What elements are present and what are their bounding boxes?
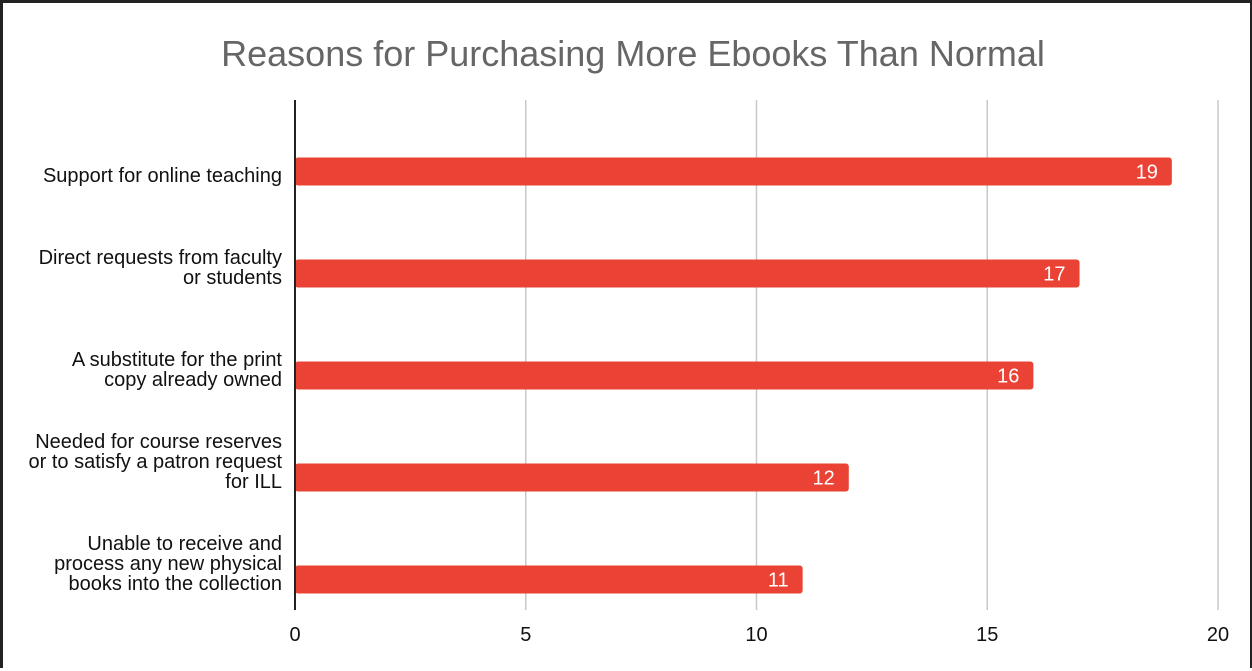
data-label: 19 bbox=[1136, 162, 1158, 184]
data-label: 16 bbox=[997, 366, 1019, 388]
data-label: 17 bbox=[1043, 264, 1065, 286]
x-tick-label: 20 bbox=[1207, 624, 1229, 646]
category-label: Support for online teaching bbox=[42, 164, 282, 187]
bar bbox=[295, 157, 1172, 186]
bar bbox=[295, 259, 1080, 288]
bar bbox=[295, 361, 1034, 390]
x-tick-label: 0 bbox=[289, 624, 300, 646]
category-label: Direct requests from faculty or students bbox=[38, 246, 282, 289]
x-tick-label: 15 bbox=[976, 624, 998, 646]
bar bbox=[295, 463, 849, 492]
x-tick-label: 5 bbox=[520, 624, 531, 646]
data-label: 11 bbox=[768, 570, 789, 592]
x-tick-label: 10 bbox=[745, 624, 767, 646]
category-label: A substitute for the print copy already … bbox=[71, 348, 282, 391]
chart-title: Reasons for Purchasing More Ebooks Than … bbox=[221, 33, 1045, 74]
category-label: Needed for course reserves or to satisfy… bbox=[28, 430, 282, 493]
data-label: 12 bbox=[813, 468, 835, 490]
chart-plot-area: 0 5 10 15 20 19 17 16 12 11 bbox=[289, 100, 1229, 646]
bar bbox=[295, 565, 803, 594]
category-label: Unable to receive and process any new ph… bbox=[54, 532, 282, 595]
